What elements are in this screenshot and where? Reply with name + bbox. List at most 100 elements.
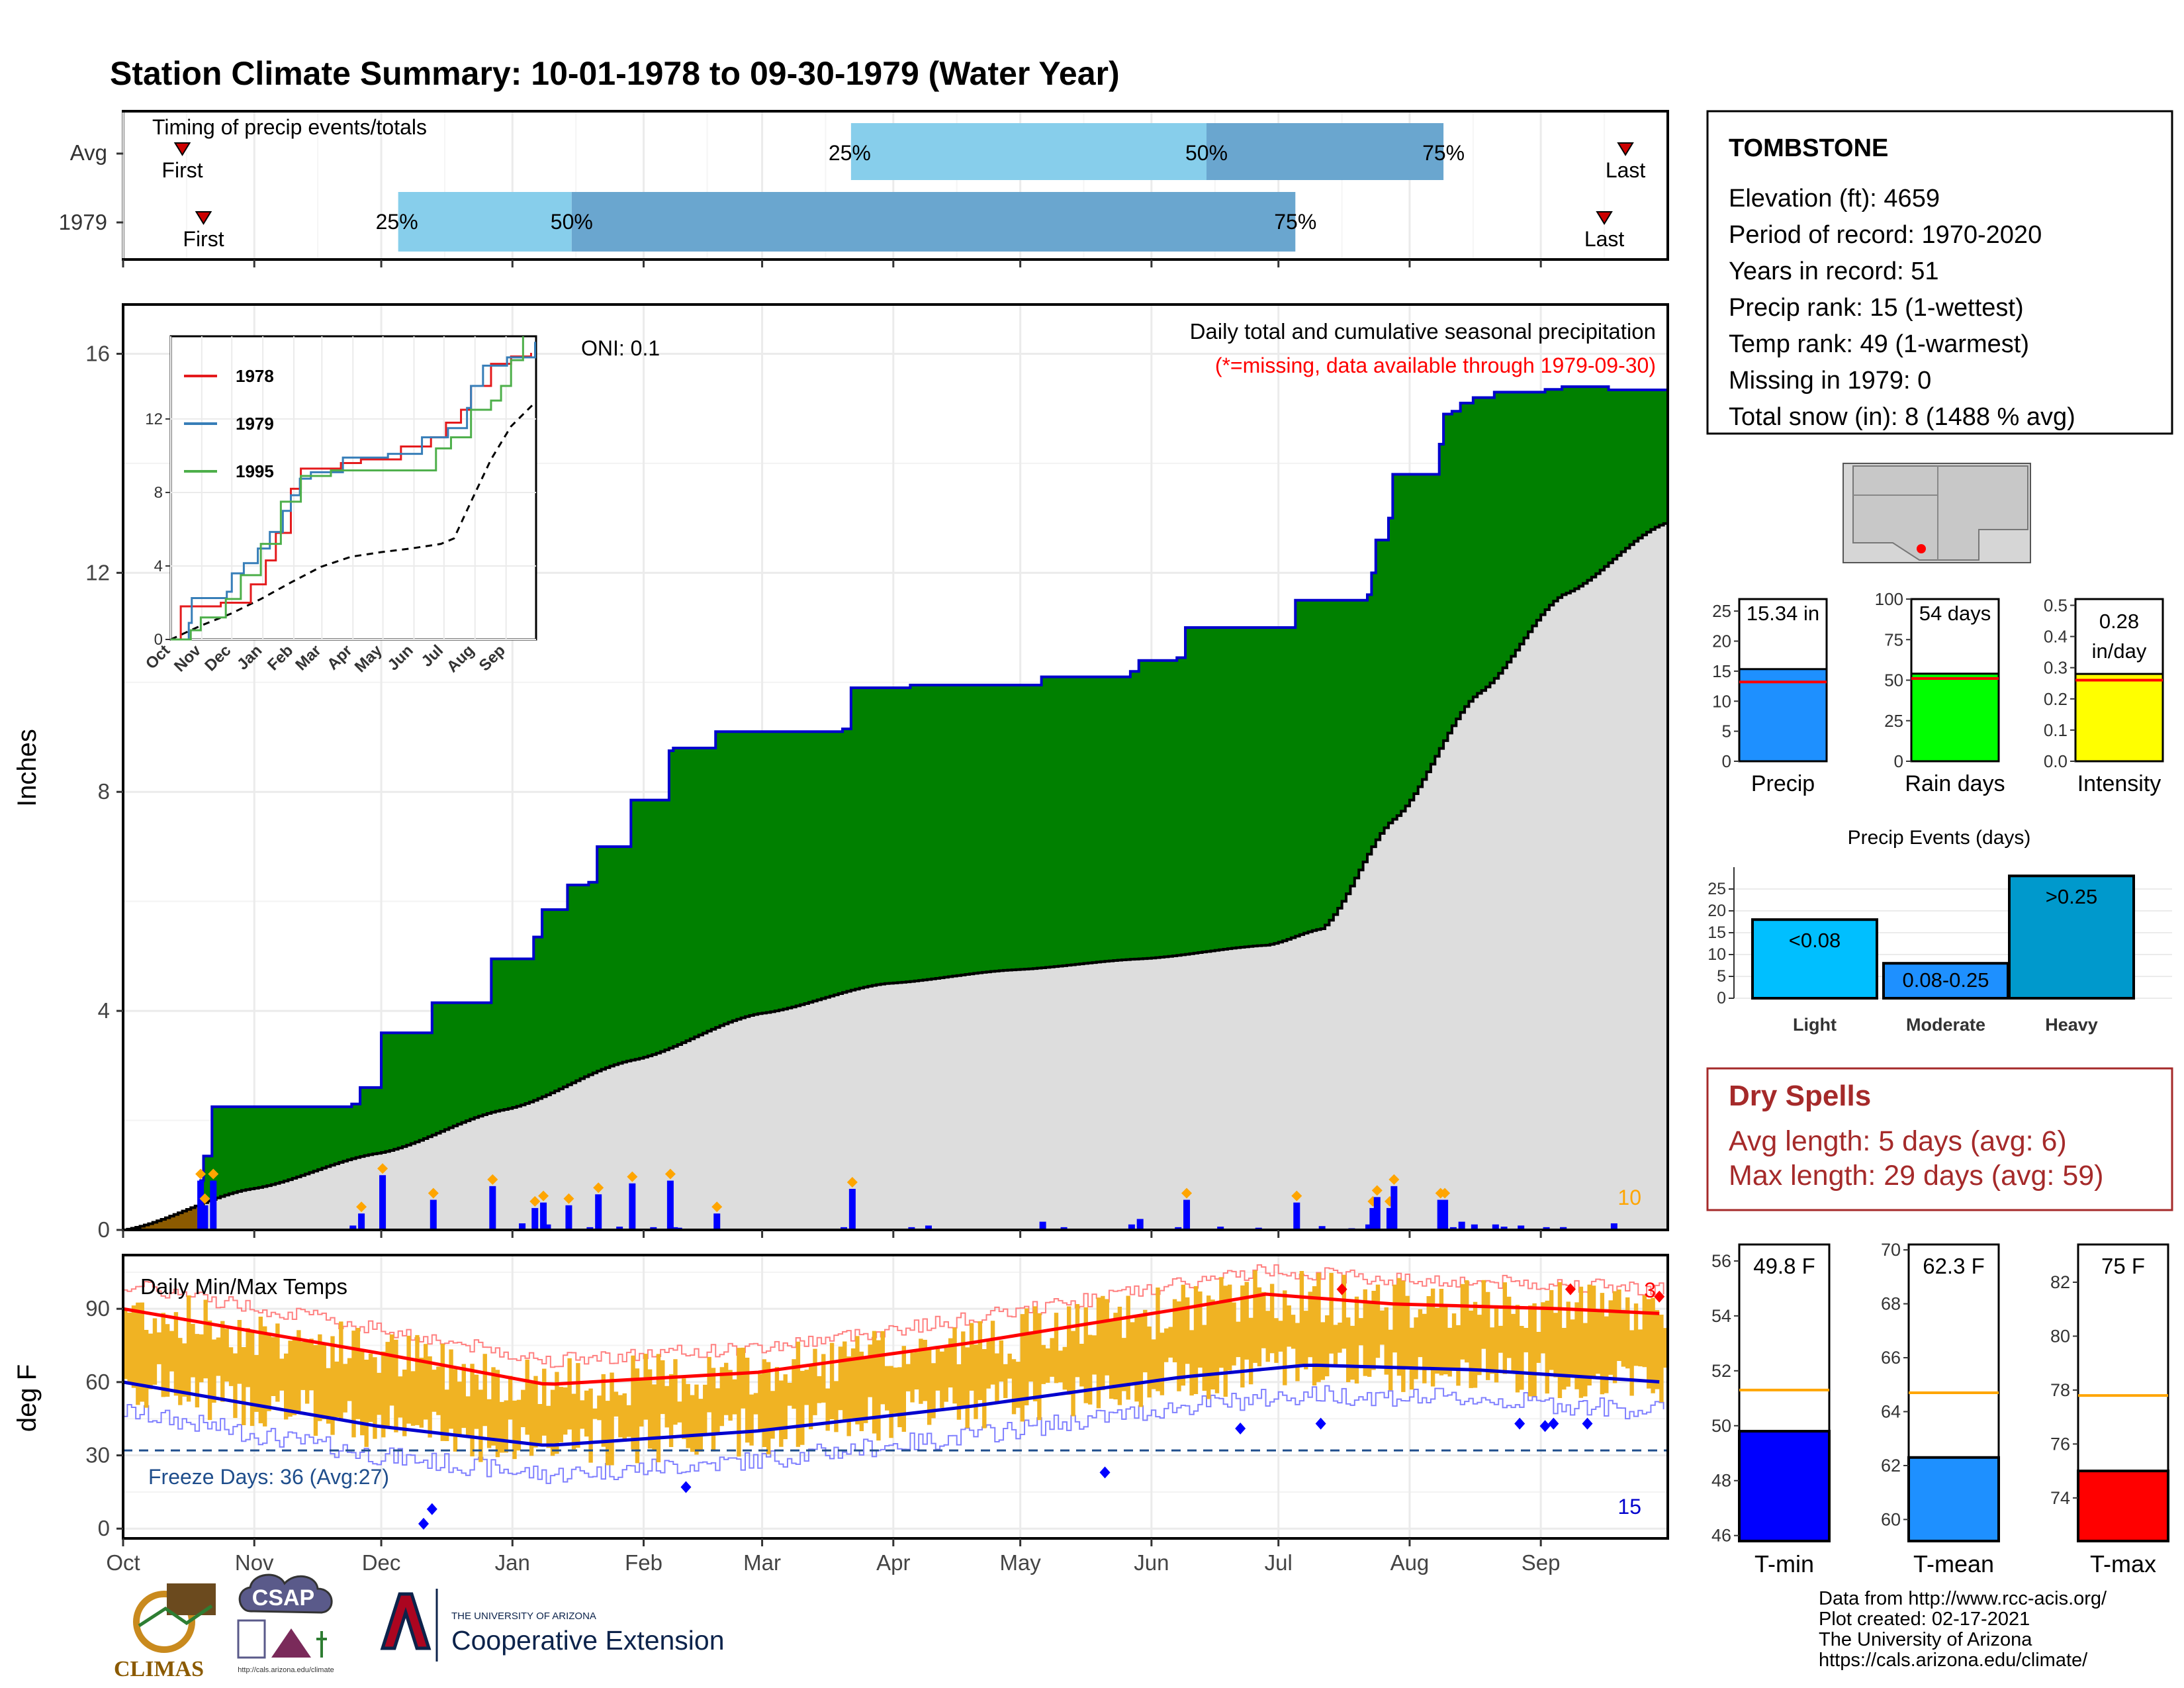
- daily-precip-bar: [1437, 1199, 1444, 1230]
- month-label: Sep: [1522, 1550, 1561, 1575]
- month-label: Oct: [106, 1550, 140, 1575]
- inset-series-1979: [171, 342, 536, 641]
- events-bar-moderate: [1882, 962, 2009, 1000]
- station-missing: Missing in 1979: 0: [1729, 367, 1931, 395]
- heavy-event-marker: [1181, 1188, 1193, 1199]
- daily-precip-bar: [544, 1224, 551, 1230]
- heavy-event-marker: [195, 1168, 206, 1180]
- daily-precip-bar: [1471, 1224, 1478, 1230]
- inset-series-1995: [171, 336, 524, 641]
- footer-line-2: Plot created: 02-17-2021: [1819, 1609, 2030, 1630]
- daily-precip-bar: [1560, 1227, 1567, 1230]
- daily-precip-bar: [908, 1227, 915, 1230]
- summary-ytick-label: 20: [1712, 632, 1731, 651]
- timing-bar-25-50: [398, 192, 572, 252]
- month-label: Jun: [1134, 1550, 1169, 1575]
- station-elevation: Elevation (ft): 4659: [1729, 185, 1940, 212]
- max-record-count: 3: [1644, 1278, 1656, 1302]
- record-low-marker: [1514, 1417, 1525, 1430]
- ua-big-text: Cooperative Extension: [451, 1625, 725, 1656]
- avg-tmax-line: [122, 1292, 1660, 1386]
- daily-precip-bar: [1500, 1227, 1508, 1230]
- summary-ytick-label: 25: [1712, 601, 1731, 621]
- temperature-summary-bars: 46 48 50 52 54 56 49.8 F T-min 60 62 64 66 68 70 62.3 …: [1711, 1240, 2169, 1577]
- daily-precip-bar: [1060, 1227, 1068, 1230]
- heavy-event-marker: [664, 1168, 676, 1180]
- avg-tmin-line: [122, 1363, 1660, 1447]
- csap-cloud-icon: [238, 1573, 333, 1614]
- summary-bar-rain-days: [1910, 673, 2000, 763]
- daily-precip-bar: [201, 1205, 208, 1230]
- dry-spells-title: Dry Spells: [1729, 1080, 1871, 1112]
- events-ytick-label: 10: [1707, 945, 1726, 964]
- summary-ytick-label: 0.0: [2044, 751, 2068, 771]
- inset-ytick-label: 8: [154, 484, 163, 502]
- summary-value-unit: in/day: [2092, 639, 2147, 663]
- inset-legend-label: 1979: [236, 414, 274, 434]
- temp-bar-ytick-label: 76: [2050, 1434, 2070, 1454]
- temp-bar-ytick-label: 52: [1711, 1361, 1731, 1381]
- temp-bar-ytick-label: 60: [1881, 1509, 1901, 1529]
- above-average-area: [123, 387, 1668, 1231]
- heavy-event-marker: [428, 1188, 439, 1199]
- temp-bar-t-max: [2077, 1470, 2169, 1543]
- climas-mountain-icon: [167, 1583, 216, 1615]
- daily-precip-bar: [1390, 1186, 1398, 1230]
- temp-ytick-label: 60: [85, 1370, 110, 1394]
- heavy-event-marker: [1291, 1190, 1302, 1201]
- month-label: Dec: [362, 1550, 401, 1575]
- dry-spells-frame: [1706, 1067, 2173, 1211]
- temp-bar-ytick-label: 80: [2050, 1326, 2070, 1346]
- events-bar-label: 0.08-0.25: [1903, 968, 1989, 992]
- timing-bar-50-75: [1206, 123, 1444, 180]
- daily-precip-bar: [1492, 1224, 1499, 1230]
- daily-precip-bar: [430, 1199, 437, 1230]
- timing-first-marker: [195, 211, 212, 225]
- temp-bar-category-label: T-min: [1754, 1550, 1814, 1577]
- csap-mountain-icon: [271, 1628, 311, 1658]
- timing-p75-label: 75%: [1422, 141, 1465, 165]
- avg-cumulative-area: [123, 523, 1668, 1230]
- station-location-marker: [1917, 544, 1926, 553]
- temp-frame: [122, 1254, 1669, 1540]
- dry-spells-max: Max length: 29 days (avg: 59): [1729, 1160, 2103, 1192]
- timing-p25-label: 25%: [829, 141, 871, 165]
- below-average-area: [127, 1205, 200, 1230]
- precip-note: Daily total and cumulative seasonal prec…: [1190, 319, 1656, 344]
- month-label: Jul: [1265, 1550, 1293, 1575]
- summary-category-label: Rain days: [1905, 771, 2005, 796]
- daily-precip-bar: [1610, 1223, 1617, 1230]
- temp-bar-value-label: 49.8 F: [1753, 1254, 1815, 1278]
- timing-p50-label: 50%: [551, 210, 593, 234]
- month-label: May: [999, 1550, 1041, 1575]
- summary-category-label: Precip: [1751, 771, 1815, 796]
- summary-bar-intensity: [2074, 673, 2164, 763]
- summary-ytick-label: 75: [1884, 630, 1903, 649]
- heavy-event-marker: [1439, 1188, 1451, 1199]
- events-ytick-label: 15: [1707, 923, 1726, 942]
- record-high-marker: [1654, 1290, 1665, 1303]
- temp-bar-ytick-label: 82: [2050, 1272, 2070, 1292]
- record-high-line: [123, 1264, 1664, 1368]
- record-low-marker: [1539, 1420, 1551, 1432]
- events-bar-label: >0.25: [2046, 885, 2097, 908]
- daily-precip-bar: [1136, 1219, 1144, 1230]
- timing-bar-25-50: [850, 123, 1206, 180]
- daily-temp-range-bars: [123, 1270, 1668, 1466]
- daily-precip-bar: [713, 1213, 721, 1230]
- temp-bar-ytick-label: 50: [1711, 1416, 1731, 1436]
- daily-precip-bar: [1373, 1197, 1381, 1230]
- record-low-marker: [1235, 1422, 1246, 1434]
- precip-y-axis-label: Inches: [13, 729, 42, 807]
- temp-bar-ytick-label: 66: [1881, 1348, 1901, 1368]
- heavy-event-marker: [487, 1174, 498, 1185]
- station-name: TOMBSTONE: [1729, 134, 1888, 162]
- summary-ytick-label: 0.5: [2044, 595, 2068, 615]
- daily-precip-bar: [210, 1180, 217, 1230]
- summary-ytick-label: 25: [1884, 711, 1903, 731]
- daily-precip-bar: [379, 1175, 387, 1230]
- daily-precip-bar: [349, 1225, 357, 1230]
- station-info-box: TOMBSTONE Elevation (ft): 4659 Period of…: [1706, 110, 2173, 435]
- inset-ytick-label: 12: [145, 410, 163, 428]
